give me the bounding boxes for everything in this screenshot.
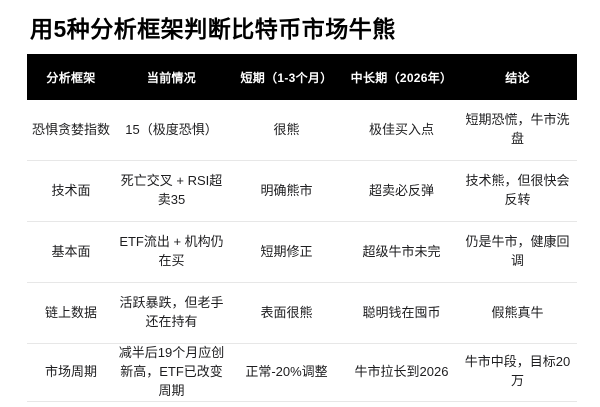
table-cell: ETF流出 + 机构仍在买 — [119, 234, 224, 268]
table-cell: 链上数据 — [44, 304, 97, 320]
table-cell: 正常-20%调整 — [245, 363, 328, 379]
table-cell: 极佳买入点 — [368, 121, 434, 137]
table-cell: 仍是牛市，健康回调 — [465, 234, 570, 268]
analysis-framework-table: 分析框架 当前情况 短期（1-3个月） 中长期（2026年） 结论 恐惧贪婪指数 15（极… — [27, 54, 577, 402]
header-cell-4: 结论 — [505, 70, 530, 85]
table-header-row: 分析框架 当前情况 短期（1-3个月） 中长期（2026年） 结论 — [27, 54, 577, 100]
table-cell: 短期恐慌，牛市洗盘 — [465, 112, 570, 146]
table-cell: 恐惧贪婪指数 — [31, 121, 110, 137]
table-cell: 聪明钱在囤币 — [362, 304, 441, 320]
table-cell: 技术面 — [51, 182, 91, 198]
header-cell-0: 分析框架 — [46, 70, 96, 85]
header-cell-1: 当前情况 — [146, 70, 197, 85]
table-cell: 15（极度恐惧） — [125, 121, 218, 137]
header-cell-2: 短期（1-3个月） — [240, 70, 333, 85]
table-cell: 市场周期 — [44, 363, 97, 379]
table-cell: 表面很熊 — [260, 304, 313, 320]
table-cell: 基本面 — [51, 243, 91, 259]
table-row-2: 基本面 ETF流出 + 机构仍在买 短期修正 超级牛市未完 仍是牛市，健康回调 — [27, 222, 577, 283]
table-cell: 减半后19个月应创新高，ETF已改变周期 — [118, 345, 225, 398]
table-cell: 很熊 — [273, 121, 300, 137]
table-row-0: 恐惧贪婪指数 15（极度恐惧） 很熊 极佳买入点 短期恐慌，牛市洗盘 — [27, 100, 577, 161]
page-title: 用5种分析框架判断比特币市场牛熊 — [30, 16, 396, 42]
table-body: 恐惧贪婪指数 15（极度恐惧） 很熊 极佳买入点 短期恐慌，牛市洗盘技术面 死亡交叉 + … — [27, 100, 577, 402]
table-row-1: 技术面 死亡交叉 + RSI超卖35 明确熊市 超卖必反弹 技术熊，但很快会反转 — [27, 161, 577, 222]
table-cell: 牛市中段，目标20万 — [464, 354, 571, 389]
table-cell: 超级牛市未完 — [362, 243, 441, 259]
table-row-3: 链上数据 活跃暴跌，但老手还在持有 表面很熊 聪明钱在囤币 假熊真牛 — [27, 283, 577, 344]
table-cell: 牛市拉长到2026 — [354, 363, 449, 379]
table-cell: 死亡交叉 + RSI超卖35 — [120, 173, 223, 207]
table-cell: 短期修正 — [260, 243, 313, 259]
header-cell-3: 中长期（2026年） — [350, 70, 453, 85]
table-cell: 活跃暴跌，但老手还在持有 — [119, 295, 224, 329]
table-cell: 明确熊市 — [260, 182, 313, 198]
table-cell: 超卖必反弹 — [368, 182, 434, 198]
table-cell: 假熊真牛 — [491, 304, 544, 320]
table-cell: 技术熊，但很快会反转 — [465, 173, 570, 207]
table-row-4: 市场周期 减半后19个月应创新高，ETF已改变周期 正常-20%调整 牛市拉长到202… — [27, 344, 577, 402]
